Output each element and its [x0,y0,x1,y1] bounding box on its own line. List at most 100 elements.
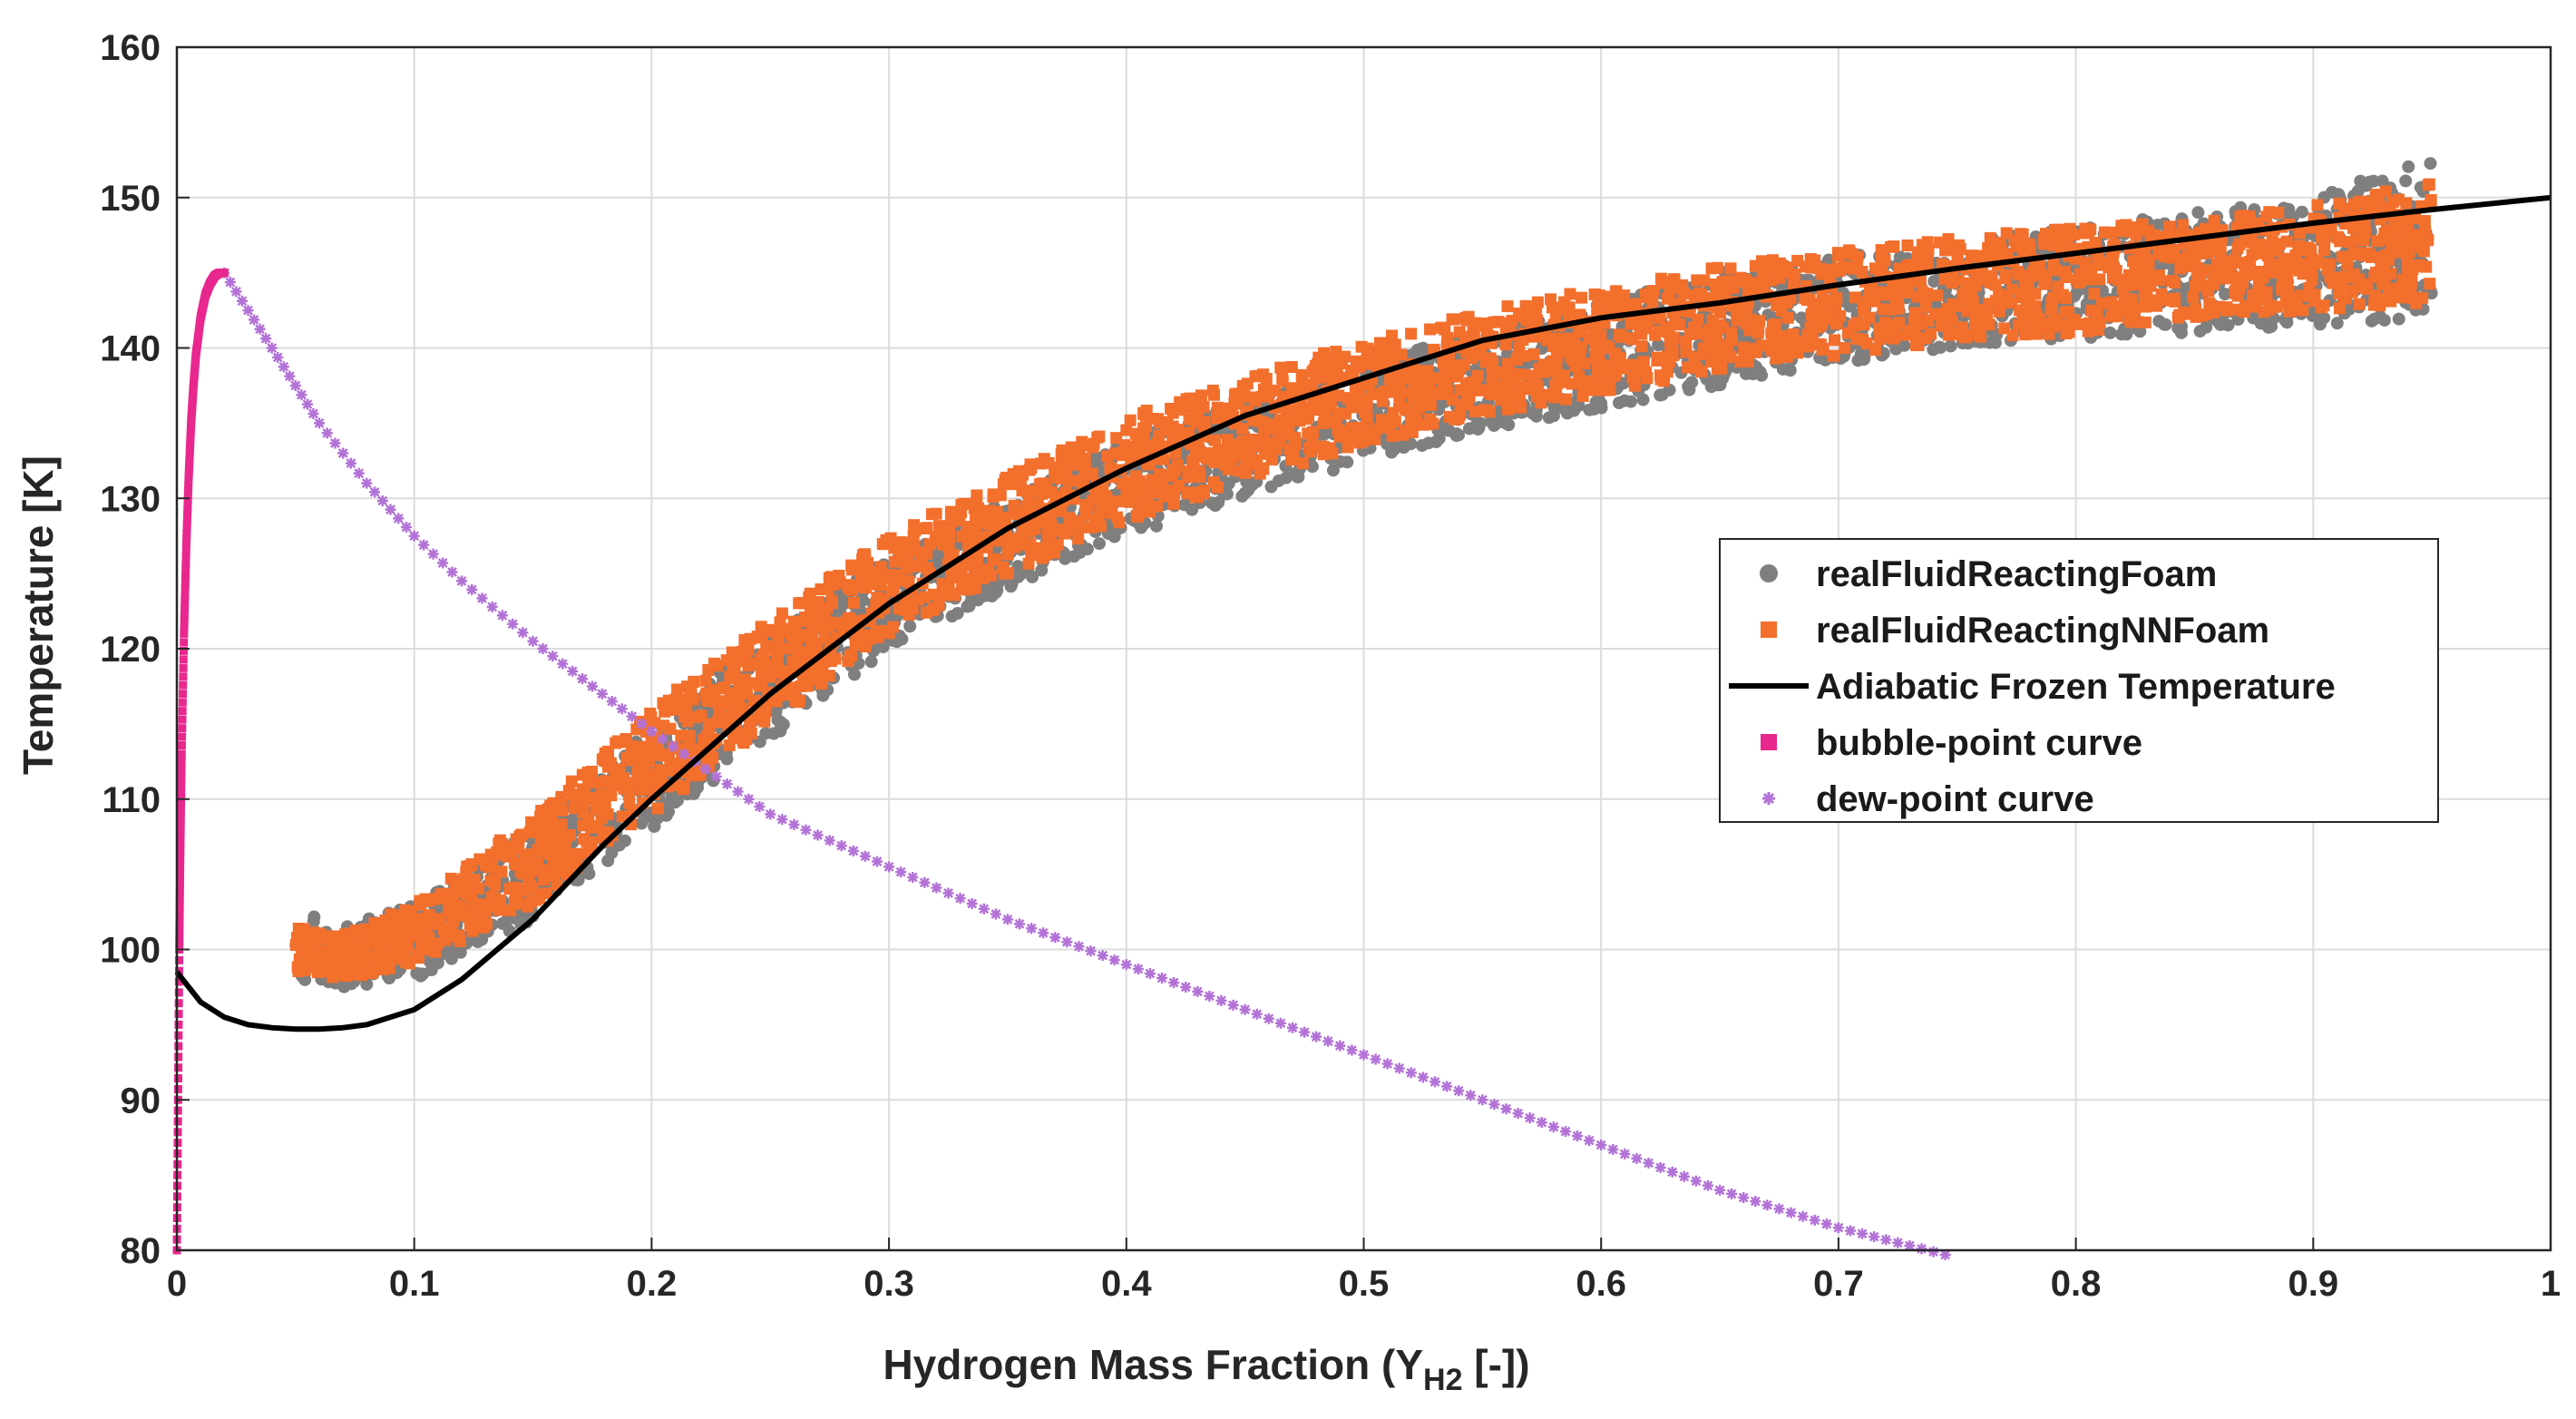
realfluidreactingnnfoam-point [994,489,1007,502]
realfluidreactingnnfoam-point [2174,262,2187,275]
realfluidreactingnnfoam-point [2357,234,2370,247]
realfluidreactingnnfoam-point [1625,332,1637,345]
realfluidreactingnnfoam-point [320,930,333,943]
realfluidreactingnnfoam-point [1999,269,2012,281]
realfluidreactingfoam-point [903,620,917,633]
realfluidreactingnnfoam-point [2130,228,2142,240]
realfluidreactingnnfoam-point [1589,337,1602,349]
realfluidreactingnnfoam-point [292,965,305,978]
realfluidreactingnnfoam-point [1288,404,1301,416]
realfluidreactingnnfoam-point [825,594,838,607]
realfluidreactingfoam-point [307,910,321,924]
realfluidreactingfoam-point [2103,326,2117,339]
realfluidreactingfoam-point [1542,411,1556,425]
realfluidreactingnnfoam-point [2176,219,2189,231]
realfluidreactingnnfoam-point [1816,289,1829,301]
realfluidreactingnnfoam-point [2115,220,2128,232]
realfluidreactingnnfoam-point [678,710,691,723]
realfluidreactingnnfoam-point [2174,253,2187,266]
realfluidreactingnnfoam-point [1628,376,1641,388]
realfluidreactingnnfoam-point [1908,307,1921,319]
realfluidreactingnnfoam-point [880,533,893,546]
realfluidreactingnnfoam-point [877,570,890,582]
realfluidreactingnnfoam-point [1576,291,1588,304]
realfluidreactingfoam-point [360,977,374,991]
realfluidreactingnnfoam-point [2311,256,2324,269]
realfluidreactingnnfoam-point [578,833,590,846]
realfluidreactingnnfoam-point [556,804,569,817]
realfluidreactingnnfoam-point [577,806,590,818]
realfluidreactingnnfoam-point [1576,377,1588,390]
realfluidreactingnnfoam-point [1574,308,1586,321]
realfluidreactingfoam-point [1795,311,1809,325]
realfluidreactingnnfoam-point [1893,262,1906,275]
realfluidreactingnnfoam-point [1516,382,1528,395]
realfluidreactingnnfoam-point [2253,267,2266,279]
realfluidreactingfoam-point [2295,205,2308,219]
realfluidreactingnnfoam-point [2239,234,2252,247]
realfluidreactingnnfoam-point [1547,356,1560,368]
realfluidreactingfoam-point [2114,328,2128,341]
realfluidreactingnnfoam-point [2047,291,2060,304]
realfluidreactingfoam-point [1944,339,1957,353]
realfluidreactingnnfoam-point [1486,376,1498,388]
realfluidreactingnnfoam-point [1259,447,1272,460]
realfluidreactingnnfoam-point [2006,283,2019,296]
realfluidreactingnnfoam-point [883,627,895,640]
realfluidreactingnnfoam-point [1892,292,1905,305]
realfluidreactingfoam-point [475,933,489,946]
realfluidreactingnnfoam-point [1093,507,1106,520]
realfluidreactingnnfoam-point [2231,271,2244,284]
realfluidreactingnnfoam-point [1560,393,1573,406]
realfluidreactingnnfoam-point [1088,437,1100,450]
realfluidreactingnnfoam-point [415,914,428,926]
realfluidreactingnnfoam-point [1604,384,1616,396]
realfluidreactingnnfoam-point [683,729,696,742]
realfluidreactingnnfoam-point [2353,298,2366,310]
realfluidreactingnnfoam-point [1513,393,1526,406]
realfluidreactingfoam-point [1450,427,1464,441]
realfluidreactingnnfoam-point [894,539,907,552]
realfluidreactingnnfoam-point [483,861,496,874]
realfluidreactingnnfoam-point [1436,388,1449,401]
realfluidreactingnnfoam-point [1156,477,1168,490]
realfluidreactingnnfoam-point [1939,244,1952,257]
realfluidreactingnnfoam-point [1376,395,1389,407]
realfluidreactingfoam-point [1857,353,1870,367]
realfluidreactingnnfoam-point [1775,304,1788,317]
realfluidreactingnnfoam-point [2019,328,2032,341]
realfluidreactingnnfoam-point [2425,193,2437,206]
realfluidreactingnnfoam-point [1682,361,1694,374]
realfluidreactingnnfoam-point [1078,521,1090,533]
realfluidreactingfoam-point [847,668,861,681]
realfluidreactingnnfoam-point [2418,214,2431,227]
realfluidreactingnnfoam-point [1757,262,1770,275]
realfluidreactingnnfoam-point [1384,370,1397,383]
realfluidreactingnnfoam-point [1705,356,1718,368]
realfluidreactingnnfoam-point [1506,314,1518,327]
realfluidreactingnnfoam-point [2050,264,2063,277]
realfluidreactingfoam-point [951,606,964,620]
realfluidreactingfoam-point [1421,436,1435,450]
realfluidreactingnnfoam-point [1541,334,1554,347]
realfluidreactingnnfoam-point [804,587,816,600]
realfluidreactingfoam-point [2191,206,2205,220]
realfluidreactingnnfoam-point [538,874,551,886]
realfluidreactingnnfoam-point [538,820,551,833]
realfluidreactingnnfoam-point [1228,396,1241,409]
realfluidreactingnnfoam-point [971,489,983,502]
realfluidreactingfoam-point [1898,338,1911,352]
realfluidreactingnnfoam-point [1211,481,1224,494]
realfluidreactingnnfoam-point [590,792,602,805]
realfluidreactingfoam-point [1934,340,1947,354]
realfluidreactingfoam-point [2367,312,2381,326]
realfluidreactingfoam-point [986,586,1000,600]
realfluidreactingnnfoam-point [599,799,611,812]
realfluidreactingnnfoam-point [1527,348,1540,361]
realfluidreactingnnfoam-point [1000,514,1012,526]
realfluidreactingnnfoam-point [1330,346,1342,358]
realfluidreactingnnfoam-point [1982,269,1995,282]
realfluidreactingnnfoam-point [1829,334,1841,347]
realfluidreactingnnfoam-point [2261,250,2274,262]
